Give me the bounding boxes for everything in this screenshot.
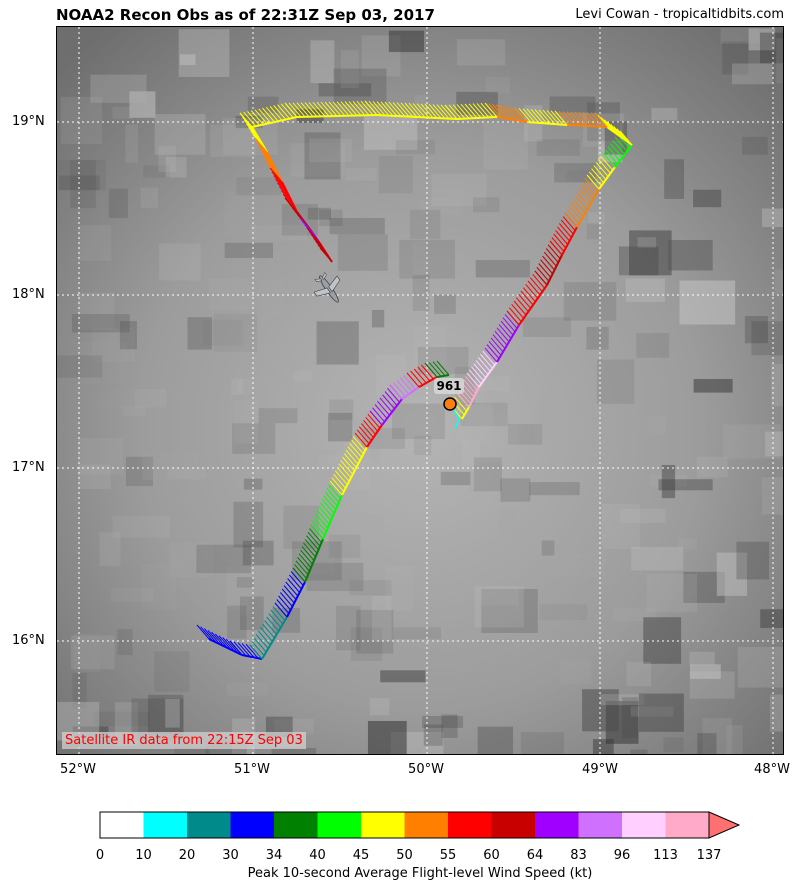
- satellite-note: Satellite IR data from 22:15Z Sep 03: [62, 732, 306, 749]
- colorbar-tick-label: 96: [613, 848, 631, 863]
- colorbar-tick-label: 45: [352, 848, 370, 863]
- colorbar-tick-label: 34: [265, 848, 283, 863]
- colorbar-swatch: [578, 812, 622, 838]
- colorbar-swatch: [665, 812, 709, 838]
- satellite-map: 961: [57, 27, 783, 754]
- colorbar-swatch: [187, 812, 231, 838]
- colorbar-swatch: [448, 812, 492, 838]
- lat-label-17n: 17°N: [12, 460, 45, 475]
- colorbar-swatch: [535, 812, 579, 838]
- lon-label-50w: 50°W: [408, 762, 444, 777]
- colorbar: [99, 811, 741, 839]
- colorbar-tick-label: 20: [178, 848, 196, 863]
- colorbar-tick-label: 30: [222, 848, 239, 863]
- colorbar-swatch: [100, 812, 144, 838]
- colorbar-tick-label: 50: [396, 848, 413, 863]
- colorbar-tick-label: 137: [696, 848, 722, 863]
- colorbar-tick-label: 64: [526, 848, 544, 863]
- colorbar-tick-label: 40: [309, 848, 326, 863]
- map-title: NOAA2 Recon Obs as of 22:31Z Sep 03, 201…: [56, 6, 435, 24]
- colorbar-swatch: [361, 812, 405, 838]
- colorbar-tick-label: 113: [653, 848, 678, 863]
- colorbar-tick-label: 10: [135, 848, 152, 863]
- colorbar-tick-label: 60: [483, 848, 500, 863]
- colorbar-swatch: [230, 812, 274, 838]
- colorbar-swatch: [622, 812, 666, 838]
- lat-label-19n: 19°N: [12, 114, 45, 129]
- map-panel[interactable]: 961: [56, 26, 784, 755]
- cloud-texture: [57, 27, 783, 754]
- colorbar-extend-arrow: [708, 811, 741, 839]
- lon-label-52w: 52°W: [60, 762, 96, 777]
- pressure-label-box: [434, 378, 464, 394]
- center-fix-dot: [443, 397, 457, 411]
- lat-label-18n: 18°N: [12, 287, 45, 302]
- colorbar-swatch: [404, 812, 448, 838]
- flight-track: [196, 100, 633, 660]
- satellite-background: [57, 27, 783, 754]
- plane-icon: [313, 271, 341, 303]
- lon-label-49w: 49°W: [582, 762, 618, 777]
- colorbar-swatch: [274, 812, 318, 838]
- lat-label-16n: 16°N: [12, 633, 45, 648]
- colorbar-swatch: [491, 812, 535, 838]
- colorbar-swatch: [143, 812, 187, 838]
- colorbar-tick-label: 55: [439, 848, 457, 863]
- credit-text: Levi Cowan - tropicaltidbits.com: [575, 7, 784, 22]
- colorbar-tick-label: 0: [95, 848, 105, 863]
- pressure-label: 961: [436, 379, 461, 393]
- colorbar-swatch: [317, 812, 361, 838]
- colorbar-tick-label: 83: [570, 848, 587, 863]
- lon-label-51w: 51°W: [234, 762, 270, 777]
- gridlines: [57, 27, 783, 754]
- colorbar-label: Peak 10-second Average Flight-level Wind…: [247, 866, 593, 881]
- lon-label-48w: 48°W: [754, 762, 790, 777]
- storm-center-marker[interactable]: 961: [434, 378, 464, 411]
